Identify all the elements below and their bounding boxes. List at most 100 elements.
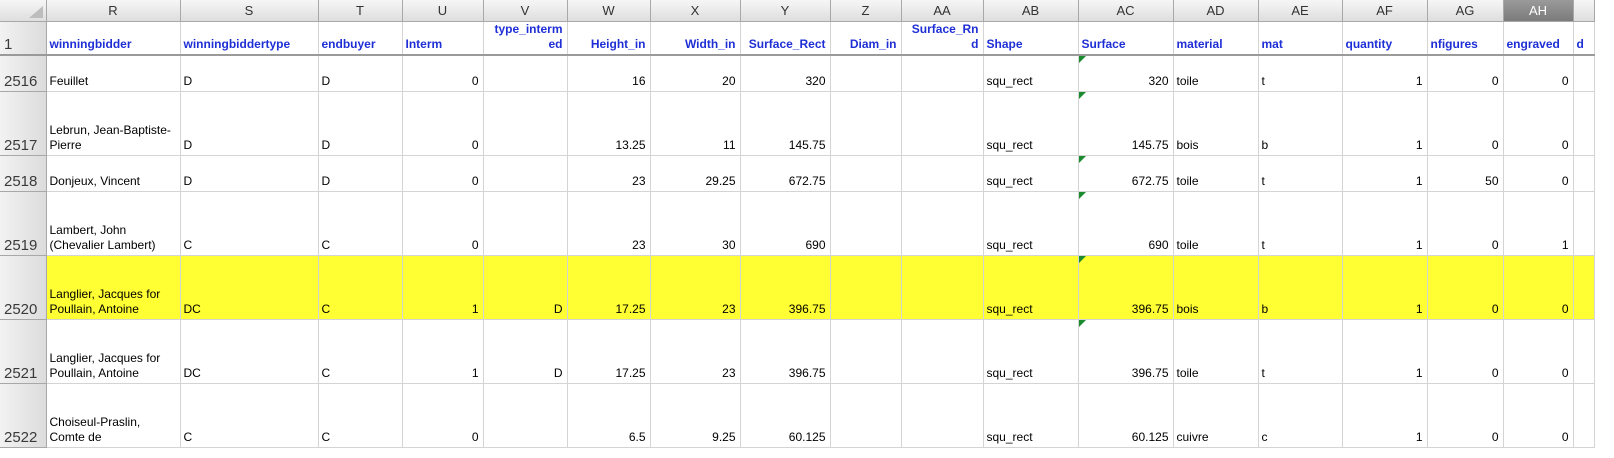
cell[interactable]: 1 bbox=[1342, 383, 1428, 448]
column-header-ab[interactable]: AB bbox=[983, 0, 1079, 22]
header-cell[interactable]: material bbox=[1173, 21, 1259, 56]
row-header[interactable]: 2518 bbox=[0, 155, 47, 192]
cell[interactable]: 396.75 bbox=[740, 319, 831, 384]
cell[interactable] bbox=[830, 383, 902, 448]
cell[interactable]: 1 bbox=[1342, 319, 1428, 384]
cell[interactable]: Lebrun, Jean-Baptiste-Pierre bbox=[46, 91, 181, 156]
cell[interactable]: C bbox=[318, 191, 403, 256]
cell[interactable]: D bbox=[318, 91, 403, 156]
cell[interactable] bbox=[901, 155, 984, 192]
header-cell[interactable]: type_interm ed bbox=[483, 21, 568, 56]
cell[interactable]: 1 bbox=[1503, 191, 1574, 256]
cell[interactable]: 1 bbox=[402, 255, 484, 320]
header-cell[interactable]: Surface bbox=[1078, 21, 1174, 56]
header-cell[interactable]: Surface_Rect bbox=[740, 21, 831, 56]
cell[interactable]: 17.25 bbox=[567, 255, 651, 320]
cell[interactable]: Choiseul-Praslin, Comte de bbox=[46, 383, 181, 448]
cell[interactable]: 11 bbox=[650, 91, 741, 156]
cell[interactable]: 23 bbox=[567, 191, 651, 256]
column-header-ag[interactable]: AG bbox=[1427, 0, 1504, 22]
cell[interactable] bbox=[483, 191, 568, 256]
row-header[interactable]: 1 bbox=[0, 21, 47, 56]
column-header-ad[interactable]: AD bbox=[1173, 0, 1259, 22]
cell[interactable]: 1 bbox=[1342, 191, 1428, 256]
header-cell[interactable]: quantity bbox=[1342, 21, 1428, 56]
cell[interactable] bbox=[830, 255, 902, 320]
cell[interactable]: 1 bbox=[1342, 91, 1428, 156]
cell[interactable]: 0 bbox=[1503, 155, 1574, 192]
cell[interactable] bbox=[830, 155, 902, 192]
cell[interactable] bbox=[483, 155, 568, 192]
header-cell[interactable]: mat bbox=[1258, 21, 1343, 56]
cell[interactable]: D bbox=[180, 54, 319, 92]
column-header-v[interactable]: V bbox=[483, 0, 568, 22]
cell[interactable]: 23 bbox=[567, 155, 651, 192]
header-cell[interactable]: nfigures bbox=[1427, 21, 1504, 56]
cell[interactable]: 0 bbox=[1427, 54, 1504, 92]
cell[interactable]: Langlier, Jacques for Poullain, Antoine bbox=[46, 319, 181, 384]
header-cell[interactable]: Height_in bbox=[567, 21, 651, 56]
header-cell[interactable]: engraved bbox=[1503, 21, 1574, 56]
cell[interactable] bbox=[830, 91, 902, 156]
cell[interactable]: 396.75 bbox=[1078, 319, 1174, 384]
row-header[interactable]: 2517 bbox=[0, 91, 47, 156]
cell[interactable]: 0 bbox=[402, 191, 484, 256]
cell[interactable]: squ_rect bbox=[983, 155, 1079, 192]
cell[interactable]: 0 bbox=[402, 54, 484, 92]
cell[interactable] bbox=[1573, 191, 1595, 256]
cell[interactable] bbox=[901, 319, 984, 384]
cell[interactable]: 1 bbox=[1342, 54, 1428, 92]
cell[interactable]: Donjeux, Vincent bbox=[46, 155, 181, 192]
cell[interactable]: Feuillet bbox=[46, 54, 181, 92]
cell[interactable]: t bbox=[1258, 319, 1343, 384]
cell[interactable]: cuivre bbox=[1173, 383, 1259, 448]
cell[interactable]: 0 bbox=[1427, 383, 1504, 448]
cell[interactable]: C bbox=[180, 191, 319, 256]
cell[interactable] bbox=[830, 191, 902, 256]
cell[interactable] bbox=[1573, 255, 1595, 320]
row-header[interactable]: 2521 bbox=[0, 319, 47, 384]
header-cell[interactable]: Interm bbox=[402, 21, 484, 56]
cell[interactable]: 396.75 bbox=[1078, 255, 1174, 320]
cell[interactable]: 0 bbox=[1503, 383, 1574, 448]
cell[interactable]: 690 bbox=[740, 191, 831, 256]
cell[interactable]: DC bbox=[180, 319, 319, 384]
header-cell[interactable]: d bbox=[1573, 21, 1595, 56]
cell[interactable]: squ_rect bbox=[983, 319, 1079, 384]
cell[interactable]: 6.5 bbox=[567, 383, 651, 448]
cell[interactable]: 9.25 bbox=[650, 383, 741, 448]
cell[interactable]: t bbox=[1258, 155, 1343, 192]
header-cell[interactable]: winningbidder bbox=[46, 21, 181, 56]
cell[interactable] bbox=[483, 383, 568, 448]
cell[interactable] bbox=[483, 54, 568, 92]
column-header-w[interactable]: W bbox=[567, 0, 651, 22]
cell[interactable]: t bbox=[1258, 54, 1343, 92]
cell[interactable]: squ_rect bbox=[983, 91, 1079, 156]
column-header-ah[interactable]: AH bbox=[1503, 0, 1574, 22]
cell[interactable]: Langlier, Jacques for Poullain, Antoine bbox=[46, 255, 181, 320]
header-cell[interactable]: Shape bbox=[983, 21, 1079, 56]
row-header[interactable]: 2516 bbox=[0, 54, 47, 92]
cell[interactable]: 0 bbox=[1427, 191, 1504, 256]
cell[interactable]: 50 bbox=[1427, 155, 1504, 192]
cell[interactable]: 0 bbox=[402, 155, 484, 192]
cell[interactable]: 17.25 bbox=[567, 319, 651, 384]
cell[interactable]: D bbox=[483, 319, 568, 384]
cell[interactable]: C bbox=[318, 319, 403, 384]
cell[interactable]: 0 bbox=[1503, 319, 1574, 384]
cell[interactable]: C bbox=[180, 383, 319, 448]
cell[interactable]: 16 bbox=[567, 54, 651, 92]
cell[interactable]: 145.75 bbox=[1078, 91, 1174, 156]
cell[interactable]: 60.125 bbox=[1078, 383, 1174, 448]
column-header-ac[interactable]: AC bbox=[1078, 0, 1174, 22]
select-all-corner[interactable] bbox=[0, 0, 47, 22]
cell[interactable] bbox=[1573, 155, 1595, 192]
cell[interactable]: 20 bbox=[650, 54, 741, 92]
column-header-y[interactable]: Y bbox=[740, 0, 831, 22]
cell[interactable]: squ_rect bbox=[983, 383, 1079, 448]
cell[interactable]: C bbox=[318, 255, 403, 320]
cell[interactable]: 0 bbox=[1427, 91, 1504, 156]
cell[interactable] bbox=[901, 383, 984, 448]
cell[interactable]: 23 bbox=[650, 255, 741, 320]
cell[interactable] bbox=[1573, 383, 1595, 448]
